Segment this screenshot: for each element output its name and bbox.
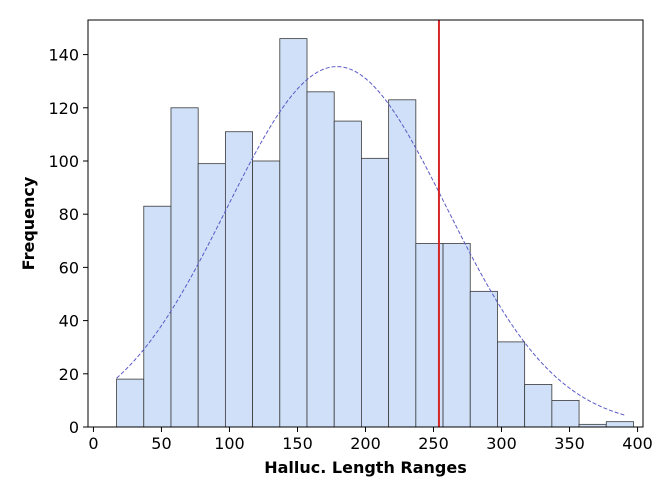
y-axis-title: Frequency bbox=[19, 176, 38, 270]
histogram-bar bbox=[388, 99, 417, 428]
histogram-bar bbox=[143, 205, 172, 428]
x-tick-label: 300 bbox=[486, 434, 517, 453]
y-tick-label: 0 bbox=[69, 418, 79, 437]
y-tick-label: 100 bbox=[48, 152, 79, 171]
y-tick-label: 120 bbox=[48, 99, 79, 118]
histogram-bar bbox=[279, 38, 308, 428]
histogram-bar bbox=[524, 384, 553, 428]
y-tick-label: 60 bbox=[59, 258, 79, 277]
x-tick-label: 0 bbox=[88, 434, 98, 453]
histogram-bar bbox=[116, 378, 145, 428]
histogram-bar bbox=[497, 341, 526, 428]
histogram-bar bbox=[252, 160, 281, 428]
x-tick-label: 400 bbox=[622, 434, 653, 453]
x-axis-ticks: 0 50 100 150 200 250 300 350 400 bbox=[88, 427, 653, 453]
y-tick-label: 20 bbox=[59, 365, 79, 384]
histogram-bar bbox=[551, 399, 580, 428]
histogram-bars bbox=[116, 38, 634, 428]
x-tick-label: 250 bbox=[418, 434, 449, 453]
histogram-bar bbox=[306, 91, 335, 428]
histogram-bar bbox=[361, 157, 390, 428]
x-tick-label: 350 bbox=[554, 434, 585, 453]
x-tick-label: 200 bbox=[350, 434, 381, 453]
normal-fit-curve bbox=[116, 66, 626, 416]
histogram-bar bbox=[170, 107, 199, 428]
histogram-bar bbox=[333, 120, 362, 428]
x-tick-label: 150 bbox=[282, 434, 313, 453]
histogram-bar bbox=[224, 131, 253, 428]
x-tick-label: 100 bbox=[214, 434, 245, 453]
x-tick-label: 50 bbox=[151, 434, 171, 453]
y-axis-ticks: 0 20 40 60 80 100 120 140 bbox=[48, 46, 88, 437]
histogram-bar bbox=[197, 163, 226, 428]
y-tick-label: 40 bbox=[59, 312, 79, 331]
histogram-bar bbox=[605, 421, 634, 428]
y-tick-label: 80 bbox=[59, 205, 79, 224]
x-axis-title: Halluc. Length Ranges bbox=[264, 458, 467, 477]
y-tick-label: 140 bbox=[48, 46, 79, 65]
histogram-bar bbox=[442, 243, 471, 428]
histogram-bar bbox=[469, 290, 498, 428]
